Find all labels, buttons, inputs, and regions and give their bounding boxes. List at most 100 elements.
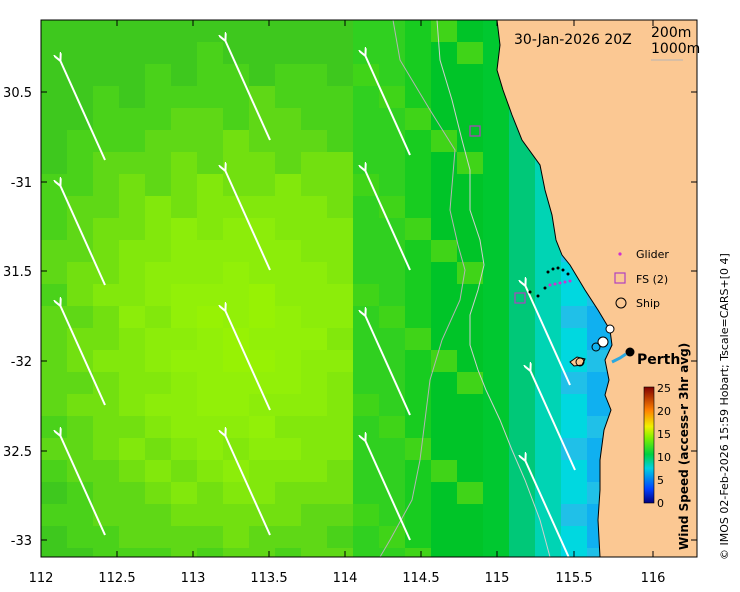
grid-cell	[301, 130, 328, 153]
grid-cell	[145, 42, 172, 65]
grid-cell	[431, 526, 458, 549]
x-tick-label: 114.5	[402, 571, 439, 586]
colorbar-label: Wind Speed (access-r 3hr avg)	[677, 343, 691, 550]
grid-cell	[457, 20, 484, 43]
grid-cell	[223, 306, 250, 329]
grid-cell	[249, 328, 276, 351]
grid-cell	[301, 394, 328, 417]
grid-cell	[275, 284, 302, 307]
grid-cell	[327, 350, 354, 373]
grid-cell	[275, 328, 302, 351]
grid-cell	[275, 64, 302, 87]
grid-cell	[93, 350, 120, 373]
grid-cell	[327, 130, 354, 153]
grid-cell	[93, 174, 120, 197]
grid-cell	[275, 152, 302, 175]
grid-cell	[457, 438, 484, 461]
grid-cell	[379, 460, 406, 483]
grid-cell	[431, 20, 458, 43]
date-title: 30-Jan-2026 20Z	[514, 32, 632, 48]
grid-cell	[171, 504, 198, 527]
x-tick-label: 113.5	[250, 571, 287, 586]
grid-cell	[93, 108, 120, 131]
grid-cell	[327, 328, 354, 351]
grid-cell	[93, 86, 120, 109]
grid-cell	[275, 262, 302, 285]
grid-cell	[431, 240, 458, 263]
grid-cell	[483, 152, 510, 175]
grid-cell	[41, 20, 68, 43]
grid-cell	[405, 42, 432, 65]
grid-cell	[509, 548, 536, 557]
grid-cell	[457, 504, 484, 527]
grid-cell	[353, 350, 380, 373]
grid-cell	[41, 284, 68, 307]
grid-cell	[171, 372, 198, 395]
grid-cell	[93, 460, 120, 483]
colorbar-gradient	[643, 386, 655, 504]
grid-cell	[457, 394, 484, 417]
grid-cell	[405, 482, 432, 505]
grid-cell	[405, 20, 432, 43]
grid-cell	[93, 482, 120, 505]
ship-legend-label: Ship	[636, 297, 660, 310]
grid-cell	[197, 130, 224, 153]
grid-cell	[67, 152, 94, 175]
grid-cell	[119, 482, 146, 505]
grid-cell	[431, 196, 458, 219]
grid-cell	[119, 42, 146, 65]
grid-cell	[301, 306, 328, 329]
grid-cell	[379, 328, 406, 351]
grid-cell	[145, 108, 172, 131]
grid-cell	[379, 20, 406, 43]
grid-cell	[327, 196, 354, 219]
grid-cell	[535, 394, 562, 417]
grid-cell	[41, 504, 68, 527]
axis-ticks	[40, 20, 697, 557]
isobath-label-200m: 200m	[651, 25, 691, 41]
grid-cell	[457, 416, 484, 439]
grid-cell	[457, 42, 484, 65]
grid-cell	[93, 284, 120, 307]
grid-cell	[327, 306, 354, 329]
grid-cell	[509, 306, 536, 329]
grid-cell	[535, 526, 562, 549]
grid-cell	[457, 526, 484, 549]
wind-arrow	[60, 435, 106, 536]
grid-cell	[93, 416, 120, 439]
grid-cell	[119, 240, 146, 263]
grid-cell	[145, 504, 172, 527]
grid-cell	[249, 152, 276, 175]
grid-cell	[275, 218, 302, 241]
grid-cell	[275, 350, 302, 373]
grid-cell	[431, 350, 458, 373]
grid-cell	[171, 526, 198, 549]
wind-arrow	[365, 440, 411, 541]
grid-cell	[93, 218, 120, 241]
grid-cell	[483, 394, 510, 417]
grid-cell	[41, 108, 68, 131]
ship-marker	[575, 357, 585, 367]
grid-cell	[301, 548, 328, 557]
grid-cell	[249, 394, 276, 417]
grid-cell	[353, 42, 380, 65]
x-tick-label: 116	[641, 571, 666, 586]
grid-cell	[405, 152, 432, 175]
grid-cell	[223, 526, 250, 549]
grid-cell	[457, 218, 484, 241]
ship-marker	[591, 342, 601, 352]
grid-cell	[223, 570, 250, 592]
grid-cell	[93, 306, 120, 329]
grid-cell	[509, 350, 536, 373]
grid-cell	[145, 20, 172, 43]
grid-cell	[353, 218, 380, 241]
grid-cell	[275, 504, 302, 527]
grid-cell	[353, 240, 380, 263]
grid-cell	[41, 240, 68, 263]
grid-cell	[223, 394, 250, 417]
grid-cell	[275, 482, 302, 505]
grid-cell	[145, 196, 172, 219]
wind-arrow	[60, 60, 106, 161]
grid-cell	[119, 416, 146, 439]
